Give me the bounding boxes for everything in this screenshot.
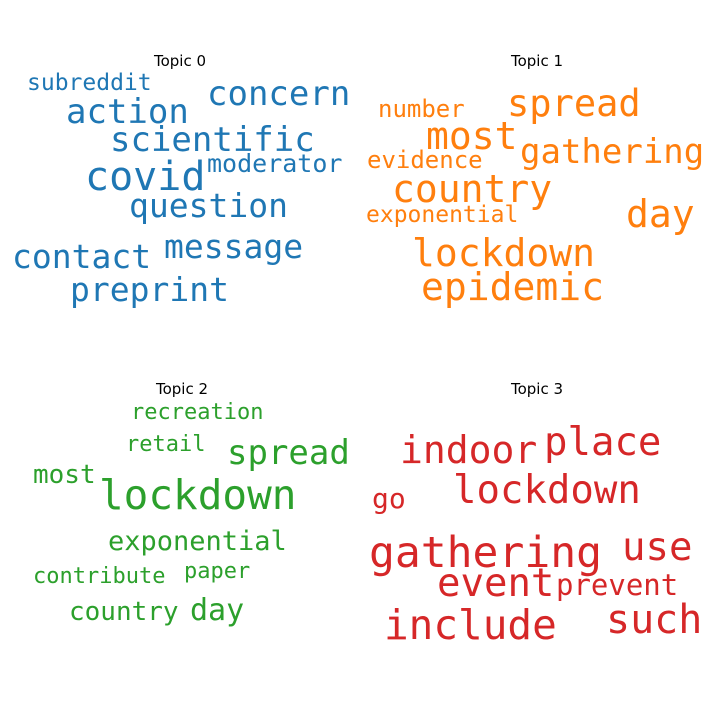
word-most: most bbox=[33, 460, 96, 490]
word-recreation: recreation bbox=[131, 400, 264, 425]
word-action: action bbox=[66, 92, 189, 132]
word-moderator: moderator bbox=[207, 149, 343, 178]
word-exponential: exponential bbox=[108, 526, 287, 557]
word-use: use bbox=[622, 525, 693, 570]
word-spread: spread bbox=[227, 433, 350, 473]
panel-title: Topic 2 bbox=[155, 380, 209, 398]
panel-title: Topic 1 bbox=[510, 52, 564, 70]
word-concern: concern bbox=[207, 74, 351, 114]
word-day: day bbox=[190, 593, 245, 628]
topic-panel-3: Topic 3 indoor place go lockdown gatheri… bbox=[360, 328, 720, 688]
panel-title: Topic 3 bbox=[510, 380, 564, 398]
word-country: country bbox=[69, 597, 179, 627]
word-evidence: evidence bbox=[367, 146, 483, 174]
word-event: event bbox=[437, 561, 555, 606]
word-scientific: scientific bbox=[110, 120, 315, 160]
word-number: number bbox=[378, 95, 465, 123]
word-retail: retail bbox=[126, 432, 206, 457]
word-exponential: exponential bbox=[366, 202, 519, 228]
word-place: place bbox=[544, 420, 662, 465]
topic-panel-1: Topic 1 number spread most gathering evi… bbox=[360, 0, 720, 360]
topic-panel-0: Topic 0 subreddit concern action scienti… bbox=[0, 0, 360, 360]
word-message: message bbox=[164, 227, 304, 266]
word-epidemic: epidemic bbox=[421, 265, 605, 309]
word-country: country bbox=[392, 167, 553, 211]
word-day: day bbox=[626, 192, 695, 236]
topic-panel-2: Topic 2 recreation retail spread most lo… bbox=[0, 328, 360, 688]
word-lockdown: lockdown bbox=[99, 471, 297, 519]
word-covid: covid bbox=[85, 154, 206, 200]
word-gathering: gathering bbox=[520, 132, 705, 172]
word-spread: spread bbox=[507, 82, 641, 125]
word-such: such bbox=[606, 597, 703, 643]
word-most: most bbox=[426, 114, 518, 158]
word-gathering: gathering bbox=[369, 528, 602, 578]
word-lockdown: lockdown bbox=[412, 231, 596, 275]
word-contact: contact bbox=[12, 237, 152, 276]
word-lockdown: lockdown bbox=[453, 468, 641, 513]
panel-title: Topic 0 bbox=[153, 52, 207, 70]
word-contribute: contribute bbox=[33, 564, 166, 589]
word-indoor: indoor bbox=[400, 428, 538, 472]
word-paper: paper bbox=[184, 559, 251, 584]
word-prevent: prevent bbox=[556, 568, 679, 602]
word-subreddit: subreddit bbox=[27, 70, 152, 96]
word-question: question bbox=[129, 186, 288, 225]
word-include: include bbox=[384, 601, 557, 649]
word-go: go bbox=[372, 482, 406, 515]
word-preprint: preprint bbox=[70, 270, 229, 309]
